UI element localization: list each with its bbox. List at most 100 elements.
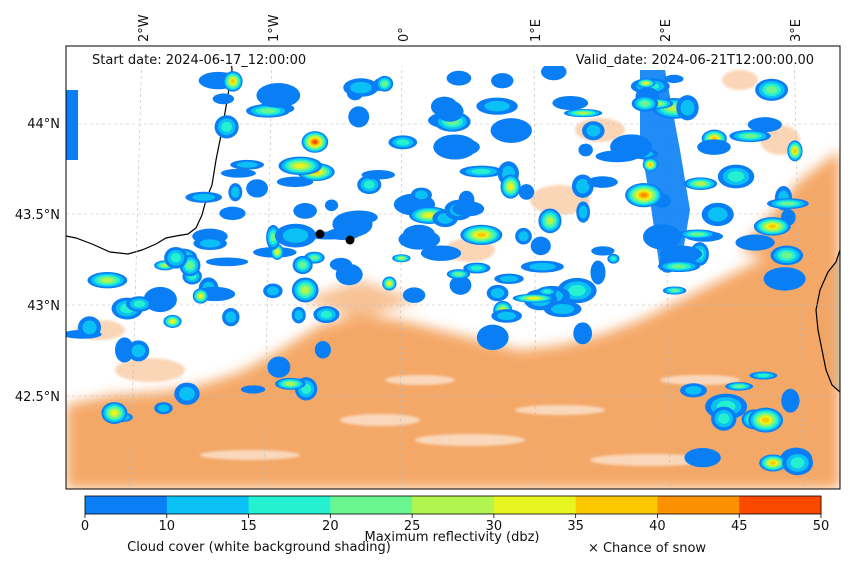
reflectivity-cell [170, 319, 175, 324]
reflectivity-cell [550, 304, 575, 315]
reflectivity-cell [528, 297, 539, 300]
reflectivity-cell [430, 96, 458, 117]
reflectivity-cell [294, 310, 304, 321]
reflectivity-cell [220, 168, 256, 178]
lon-tick-3e: 3°E [789, 19, 804, 42]
reflectivity-cell [734, 384, 744, 388]
reflectivity-cell [219, 206, 246, 221]
cloud-cover-note: Cloud cover (white background shading) [127, 540, 391, 555]
reflectivity-cell [260, 108, 276, 114]
reflectivity-cell [747, 117, 782, 133]
reflectivity-cell [350, 81, 372, 94]
reflectivity-cell [781, 388, 800, 413]
reflectivity-cell [707, 207, 728, 222]
reflectivity-cell [671, 264, 687, 269]
reflectivity-cell [192, 193, 216, 201]
reflectivity-cell [718, 413, 730, 424]
colorbar-tick-label: 40 [649, 519, 666, 534]
colorbar-tick-label: 20 [322, 519, 339, 534]
reflectivity-cell [387, 281, 392, 286]
colorbar-ticks: 0 10 15 20 25 30 35 40 45 50 [81, 514, 829, 534]
reflectivity-cell [742, 133, 758, 139]
reflectivity-cell [314, 340, 331, 359]
colorbar-tick-label: 0 [81, 519, 89, 534]
reflectivity-cell [765, 85, 778, 94]
colorbar-label: Maximum reflectivity (dbz) [365, 530, 540, 545]
longitude-ticks: 2°W 1°W 0° 1°E 2°E 3°E [137, 14, 804, 42]
reflectivity-cell [82, 320, 97, 335]
reflectivity-cell [275, 249, 279, 254]
reflectivity-cell [332, 211, 373, 237]
reflectivity-cell [420, 245, 462, 261]
reflectivity-cell [684, 448, 721, 468]
reflectivity-cell [476, 232, 486, 238]
reflectivity-cell [101, 277, 114, 283]
reflectivity-cell [695, 181, 706, 186]
reflectivity-cell [157, 404, 170, 412]
reflectivity-cell [610, 256, 617, 261]
reflectivity-cell [664, 74, 684, 84]
reflectivity-cell [398, 257, 404, 260]
reflectivity-cell [396, 139, 410, 146]
reflectivity-cell [573, 322, 593, 345]
reflectivity-cell [491, 73, 514, 89]
reflectivity-cell [310, 255, 318, 260]
reflectivity-cell [552, 95, 589, 111]
reflectivity-cell [470, 265, 483, 271]
reflectivity-cell [590, 260, 606, 285]
reflectivity-cell [246, 179, 268, 198]
colorbar-segment [85, 496, 168, 514]
reflectivity-cell [735, 234, 775, 251]
reflectivity-cell [542, 289, 552, 294]
valid-date-label: Valid_date: 2024-06-21T12:00:00.00 [576, 53, 814, 68]
reflectivity-cell [586, 176, 618, 188]
reflectivity-cell [221, 121, 232, 133]
reflectivity-cell [643, 82, 649, 85]
reflectivity-cell [454, 272, 463, 276]
reflectivity-cell [348, 106, 370, 128]
reflectivity-cell [568, 284, 586, 297]
start-date-label: Start date: 2024-06-17_12:00:00 [92, 53, 306, 68]
reflectivity-cell [499, 275, 519, 282]
lat-tick-42-5n: 42.5°N [15, 390, 60, 405]
colorbar-tick-label: 45 [731, 519, 748, 534]
low-cloud-streaks [200, 375, 740, 466]
reflectivity-cell [285, 382, 295, 386]
reflectivity-cell [231, 186, 240, 198]
reflectivity-cell [293, 203, 317, 219]
reflectivity-cell [761, 417, 770, 423]
reflectivity-cell [446, 70, 472, 86]
reflectivity-cell [186, 261, 194, 270]
reflectivity-cell [586, 124, 601, 137]
colorbar-tick-label: 35 [567, 519, 584, 534]
lon-tick-2w: 2°W [137, 14, 152, 42]
reflectivity-cell [381, 81, 388, 87]
reflectivity-cell [530, 236, 551, 256]
reflectivity-cell [133, 300, 146, 308]
reflectivity-cell [690, 232, 705, 236]
reflectivity-cell [781, 251, 793, 259]
reflectivity-cell [111, 410, 118, 416]
colorbar [85, 496, 822, 514]
reflectivity-cell [540, 63, 567, 81]
reflectivity-cell [518, 231, 529, 242]
colorbar-segment [575, 496, 658, 514]
reflectivity-cell [490, 288, 505, 299]
reflectivity-cell [471, 168, 491, 175]
colorbar-segment [330, 496, 413, 514]
colorbar-tick-label: 30 [486, 519, 503, 534]
reflectivity-cell [727, 171, 745, 182]
reflectivity-cell [402, 224, 435, 244]
reflectivity-cell [170, 252, 181, 263]
reflectivity-cell [578, 143, 593, 157]
reflectivity-cell [447, 138, 480, 156]
reflectivity-cell [324, 199, 339, 211]
reflectivity-cell [659, 245, 703, 263]
colorbar-tick-label: 10 [159, 519, 176, 534]
reflectivity-cell [640, 192, 648, 198]
reflectivity-cell [312, 140, 318, 144]
reflectivity-cell [576, 179, 590, 194]
reflectivity-cell [640, 100, 650, 107]
reflectivity-cell [179, 386, 195, 401]
